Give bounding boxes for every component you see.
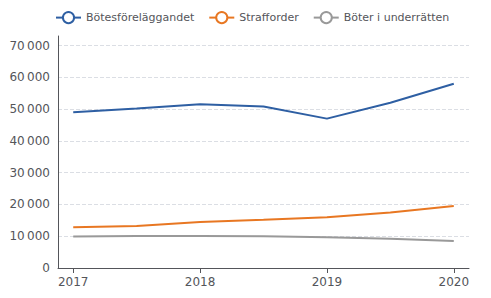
svg-text:2017: 2017	[58, 275, 89, 289]
svg-text:2019: 2019	[312, 275, 343, 289]
svg-text:Strafforder: Strafforder	[239, 11, 299, 24]
svg-text:70 000: 70 000	[9, 39, 50, 53]
svg-text:2018: 2018	[185, 275, 216, 289]
svg-text:40 000: 40 000	[9, 134, 50, 148]
svg-text:2020: 2020	[439, 275, 470, 289]
svg-text:50 000: 50 000	[9, 102, 50, 116]
svg-text:Bötesföreläggandet: Bötesföreläggandet	[86, 11, 195, 24]
svg-text:Böter i underrätten: Böter i underrätten	[344, 11, 450, 24]
svg-text:60 000: 60 000	[9, 70, 50, 84]
svg-text:10 000: 10 000	[9, 229, 50, 243]
svg-text:30 000: 30 000	[9, 166, 50, 180]
svg-text:0: 0	[42, 261, 50, 275]
svg-text:20 000: 20 000	[9, 197, 50, 211]
